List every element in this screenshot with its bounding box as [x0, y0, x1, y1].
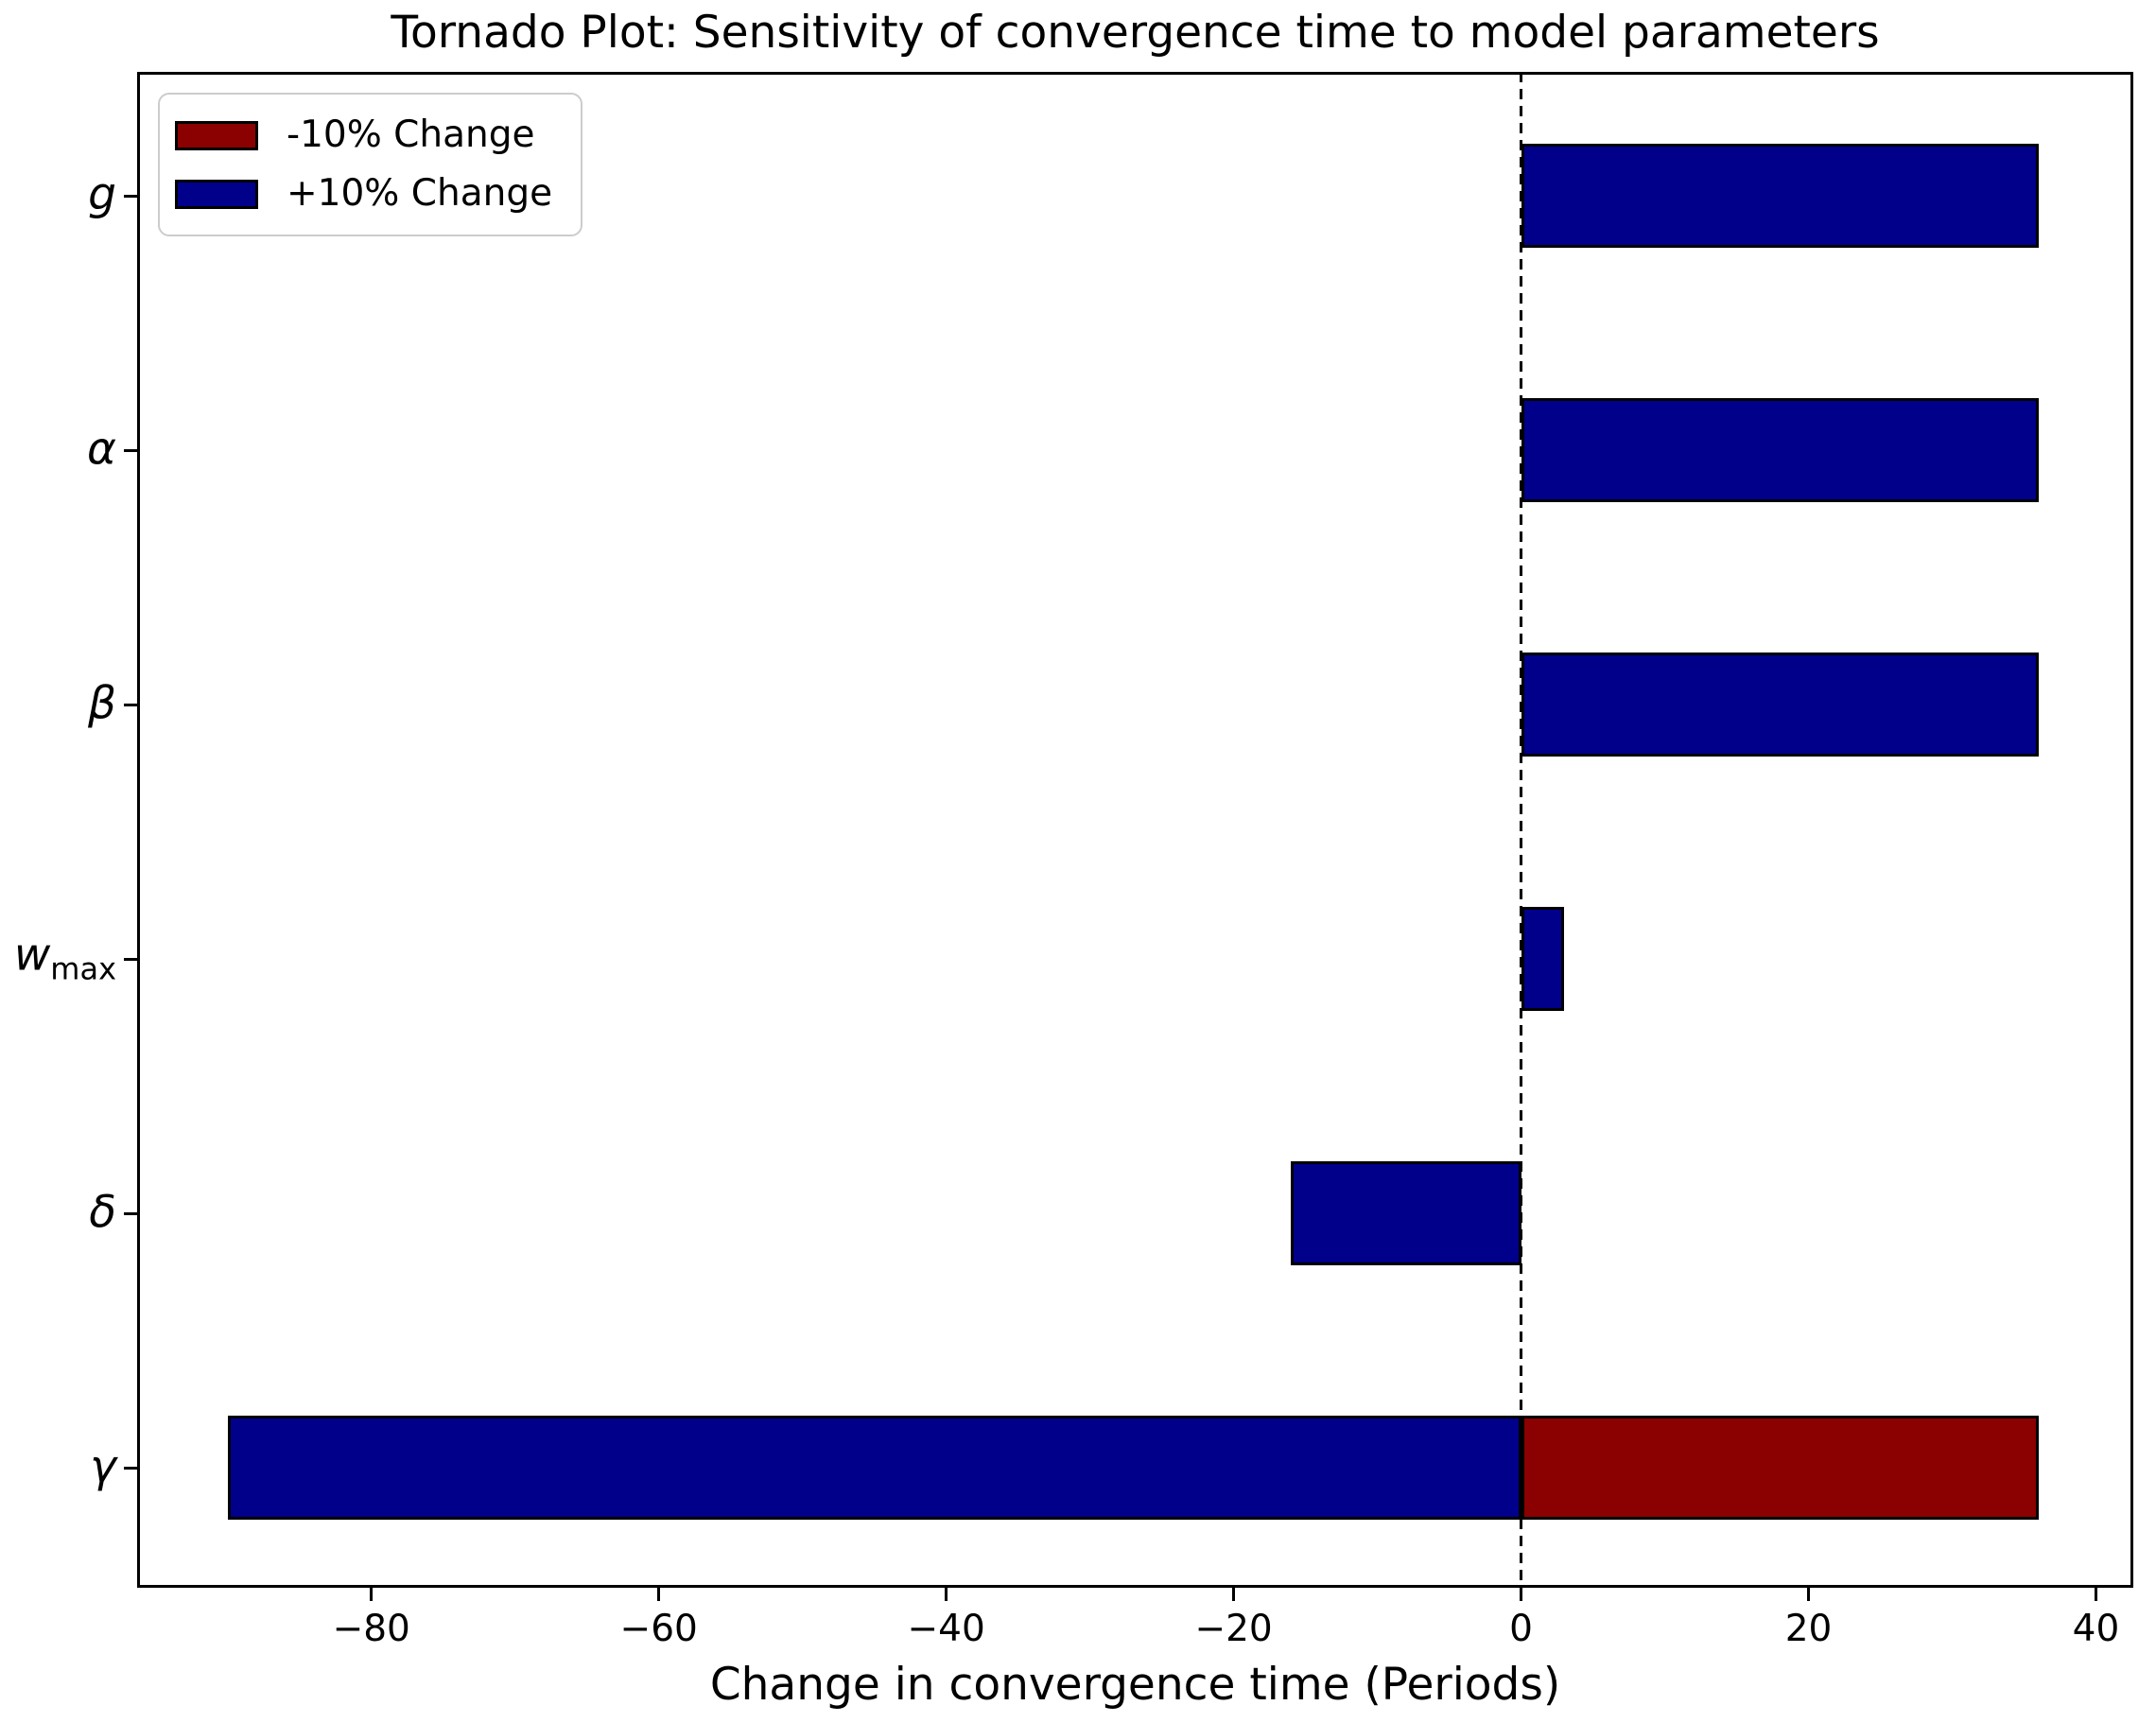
- x-tick--60: [657, 1588, 661, 1601]
- bar-g-plus10: [1521, 144, 2039, 248]
- x-tick-40: [2094, 1588, 2097, 1601]
- y-tick-alpha: [124, 448, 137, 452]
- x-tick-label-20: 20: [1784, 1608, 1833, 1650]
- x-tick--20: [1232, 1588, 1236, 1601]
- x-tick-label--20: −20: [1194, 1608, 1273, 1650]
- x-tick--80: [370, 1588, 374, 1601]
- y-tick-w_max: [124, 957, 137, 961]
- legend-label-minus10: -10% Change: [287, 113, 535, 156]
- x-axis-title: Change in convergence time (Periods): [709, 1659, 1561, 1711]
- legend-label-plus10: +10% Change: [287, 172, 553, 215]
- y-tick-beta: [124, 703, 137, 706]
- zero-reference-line: [1520, 72, 1523, 1588]
- x-tick-0: [1520, 1588, 1523, 1601]
- x-tick-20: [1807, 1588, 1811, 1601]
- y-tick-label-alpha: α: [87, 423, 116, 476]
- legend-swatch-plus10: [175, 179, 258, 209]
- x-tick--40: [945, 1588, 948, 1601]
- plot-area: [137, 72, 2133, 1588]
- y-tick-label-delta: δ: [89, 1186, 116, 1239]
- x-tick-label-0: 0: [1509, 1608, 1533, 1650]
- chart-title: Tornado Plot: Sensitivity of convergence…: [391, 7, 1880, 59]
- bar-gamma-plus10: [227, 1416, 1521, 1520]
- bar-alpha-plus10: [1521, 398, 2039, 502]
- bar-beta-plus10: [1521, 653, 2039, 757]
- y-tick-label-w_max: wmax: [13, 929, 116, 987]
- legend-swatch-minus10: [175, 120, 258, 150]
- x-tick-label-40: 40: [2072, 1608, 2120, 1650]
- bar-delta-plus10: [1291, 1161, 1521, 1265]
- y-tick-delta: [124, 1211, 137, 1215]
- x-tick-label--80: −80: [332, 1608, 410, 1650]
- legend-item-minus10: -10% Change: [175, 113, 552, 157]
- x-tick-label--40: −40: [907, 1608, 985, 1650]
- bar-gamma-minus10: [1521, 1416, 2039, 1520]
- legend: -10% Change +10% Change: [158, 93, 583, 236]
- y-tick-label-g: g: [88, 168, 116, 221]
- x-tick-label--60: −60: [619, 1608, 698, 1650]
- y-tick-g: [124, 194, 137, 198]
- y-tick-label-gamma: γ: [90, 1440, 116, 1493]
- legend-item-plus10: +10% Change: [175, 172, 552, 216]
- y-tick-gamma: [124, 1466, 137, 1470]
- bar-w_max-plus10: [1521, 907, 1565, 1011]
- y-tick-label-beta: β: [88, 677, 116, 730]
